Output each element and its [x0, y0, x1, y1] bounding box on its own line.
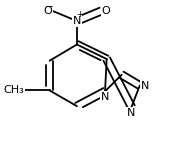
Text: CH₃: CH₃: [3, 85, 24, 95]
Text: N: N: [127, 108, 136, 118]
Text: +: +: [76, 10, 84, 19]
Text: N: N: [141, 81, 150, 91]
Text: N: N: [73, 16, 81, 26]
Text: O: O: [43, 6, 52, 16]
Text: N: N: [101, 92, 109, 102]
Text: O: O: [102, 6, 111, 16]
Text: −: −: [44, 2, 53, 12]
